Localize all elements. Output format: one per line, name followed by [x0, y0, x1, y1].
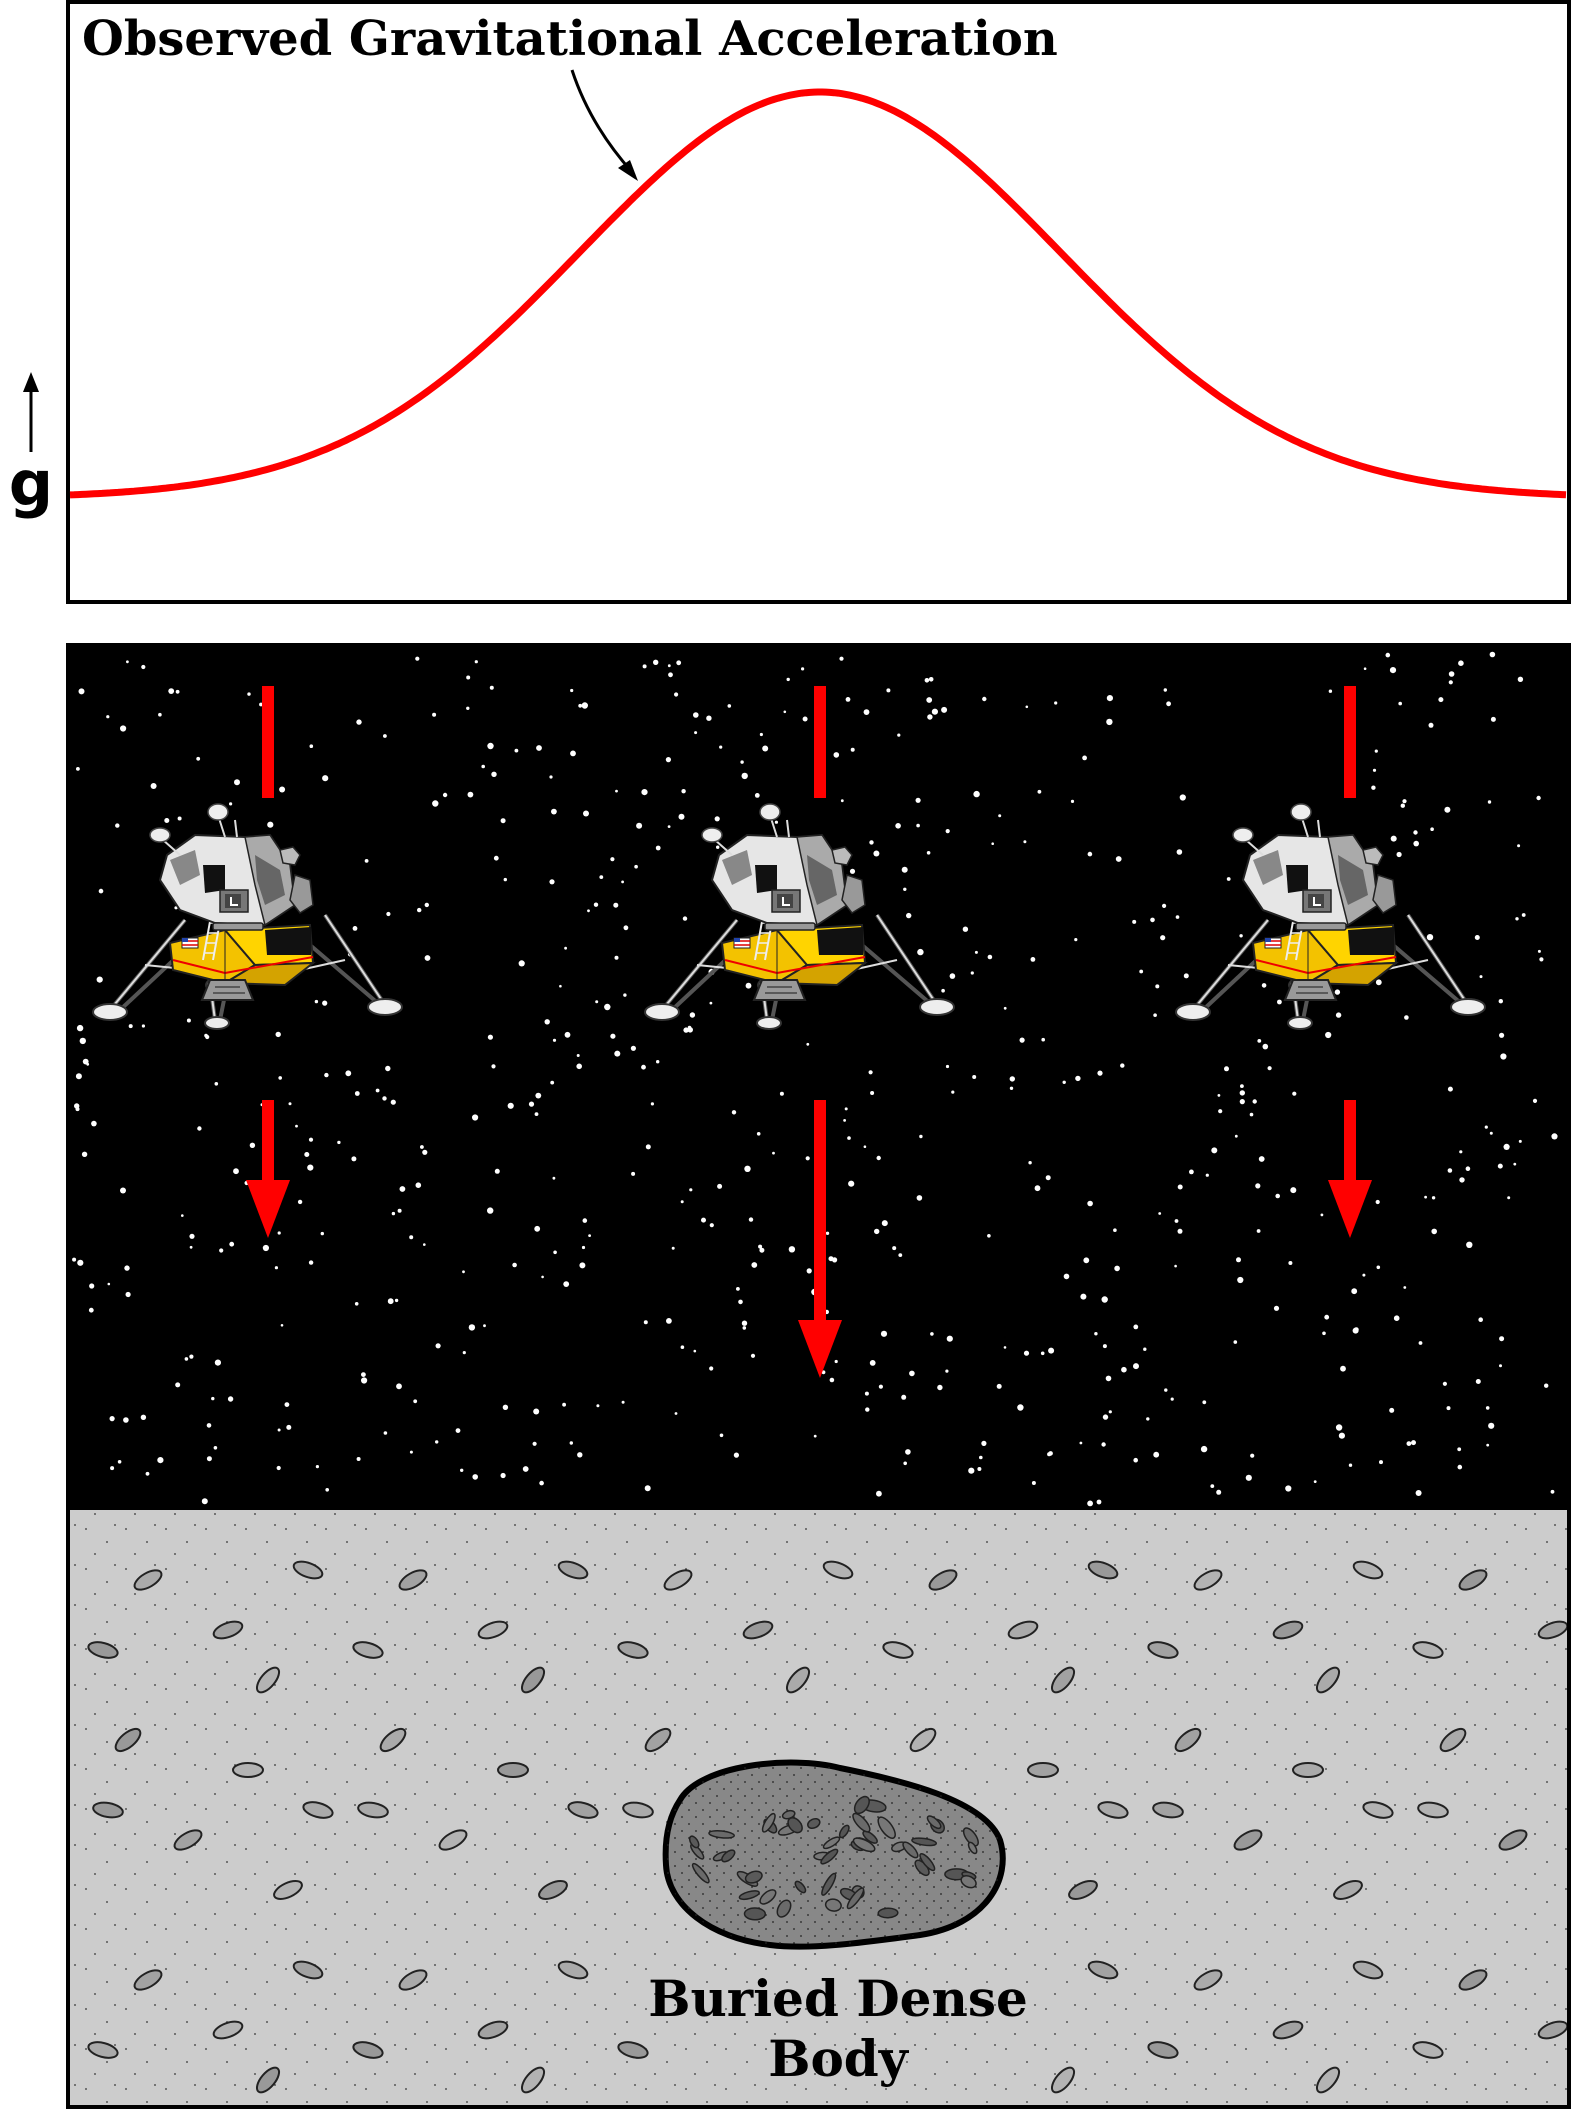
- g-axis-label: g: [9, 447, 53, 520]
- gravity-graph: Observed Gravitational Acceleration g: [9, 0, 1571, 604]
- buried-dense-body: [662, 1759, 1006, 1950]
- lunar-scene: Buried Dense Body: [66, 643, 1571, 2109]
- body-label-line1: Buried Dense: [648, 1969, 1028, 2028]
- body-label-line2: Body: [768, 2029, 910, 2088]
- g-axis-arrow: [23, 372, 39, 452]
- pull-arrow-center: [798, 1100, 842, 1378]
- curve-label-pointer: [570, 69, 634, 173]
- curve-label-pointer-head: [618, 160, 638, 181]
- pull-arrow-left: [246, 1100, 290, 1238]
- graph-frame: [66, 0, 1571, 604]
- incoming-arrow-center: [814, 686, 826, 798]
- incoming-arrow-right: [1344, 686, 1356, 798]
- incoming-arrow-left: [262, 686, 274, 798]
- pull-arrow-right: [1328, 1100, 1372, 1238]
- star-field: [72, 651, 1558, 1507]
- ground-pebbles: [87, 1560, 1569, 2094]
- scene-frame: [66, 643, 1571, 2109]
- gravity-curve: [69, 88, 1567, 499]
- curve-label: Observed Gravitational Acceleration: [82, 11, 1058, 67]
